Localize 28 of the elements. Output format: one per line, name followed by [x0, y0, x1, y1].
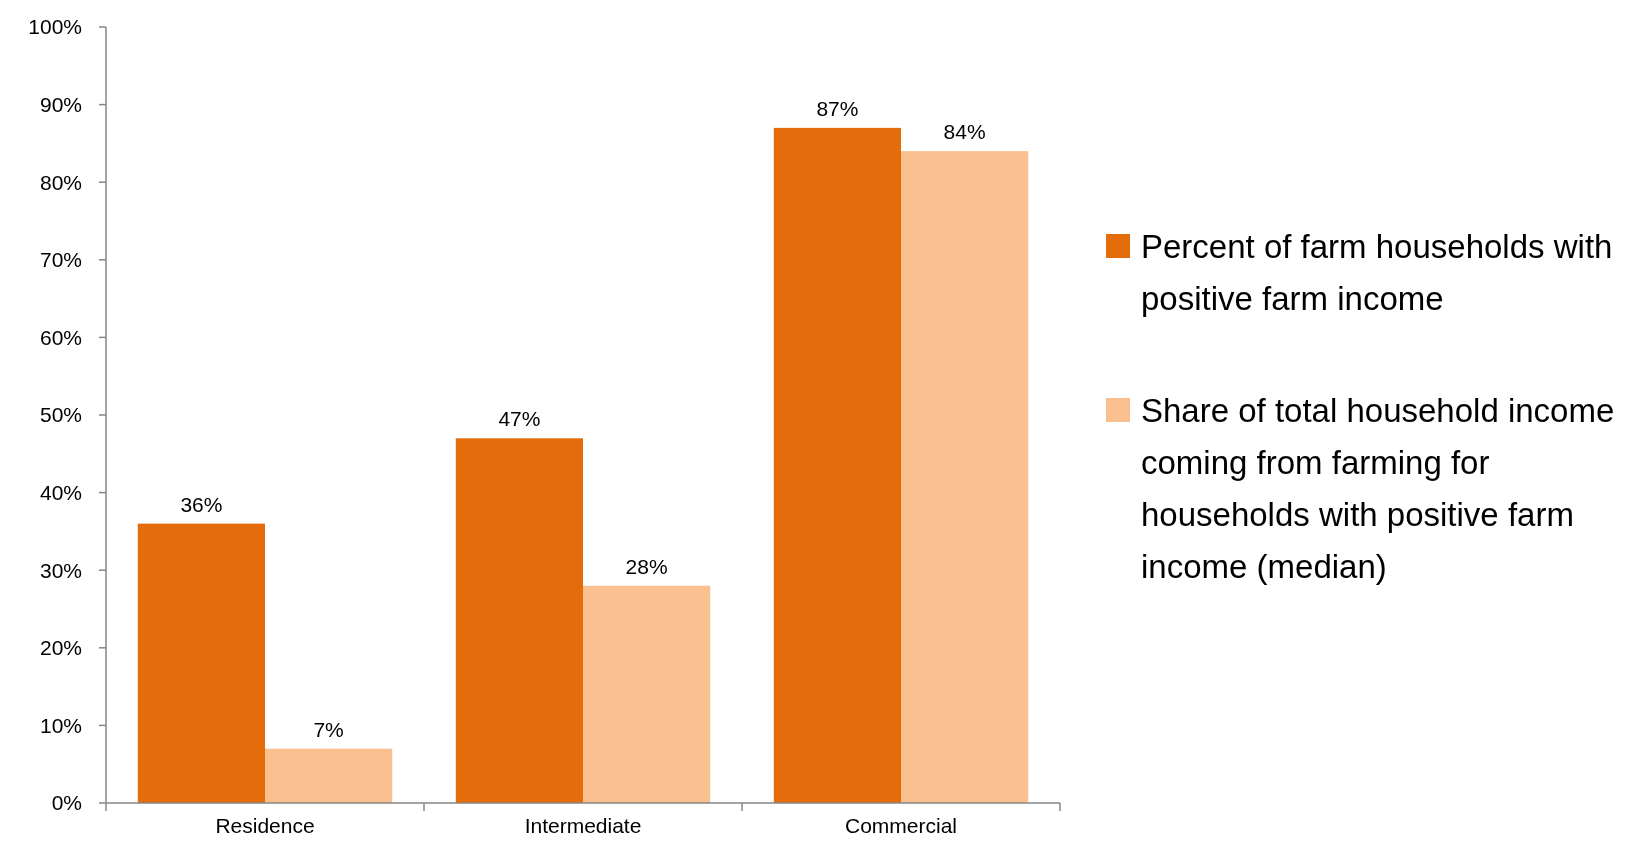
legend-label: Share of total household income coming from farming for households with positive farm income (median)	[1141, 392, 1615, 585]
y-tick-label: 60%	[39, 325, 82, 349]
y-tick-label: 40%	[39, 480, 82, 504]
y-tick-label: 10%	[39, 713, 82, 737]
x-tick-label: Commercial	[844, 814, 958, 837]
y-tick-label: 20%	[39, 636, 82, 660]
bar	[265, 748, 393, 803]
bar	[901, 151, 1029, 803]
data-label: 87%	[816, 96, 859, 120]
y-tick-label: 50%	[39, 403, 82, 427]
bar	[137, 523, 265, 803]
bar	[773, 127, 901, 803]
y-tick-label: 100%	[28, 15, 82, 39]
x-tick-label: Intermediate	[524, 814, 642, 837]
bar	[455, 438, 583, 803]
y-tick-label: 30%	[39, 558, 82, 582]
data-label: 84%	[943, 120, 986, 144]
data-label: 28%	[625, 554, 668, 578]
y-tick-label: 0%	[51, 791, 82, 815]
data-label: 7%	[313, 717, 344, 741]
bar	[583, 585, 711, 803]
x-tick-label: Residence	[215, 814, 315, 837]
data-label: 36%	[180, 492, 223, 516]
data-label: 47%	[498, 407, 541, 431]
legend-label: Percent of farm households with positive farm income	[1141, 228, 1613, 317]
y-tick-label: 70%	[39, 248, 82, 272]
y-tick-label: 80%	[39, 170, 82, 194]
y-tick-label: 90%	[39, 92, 82, 116]
